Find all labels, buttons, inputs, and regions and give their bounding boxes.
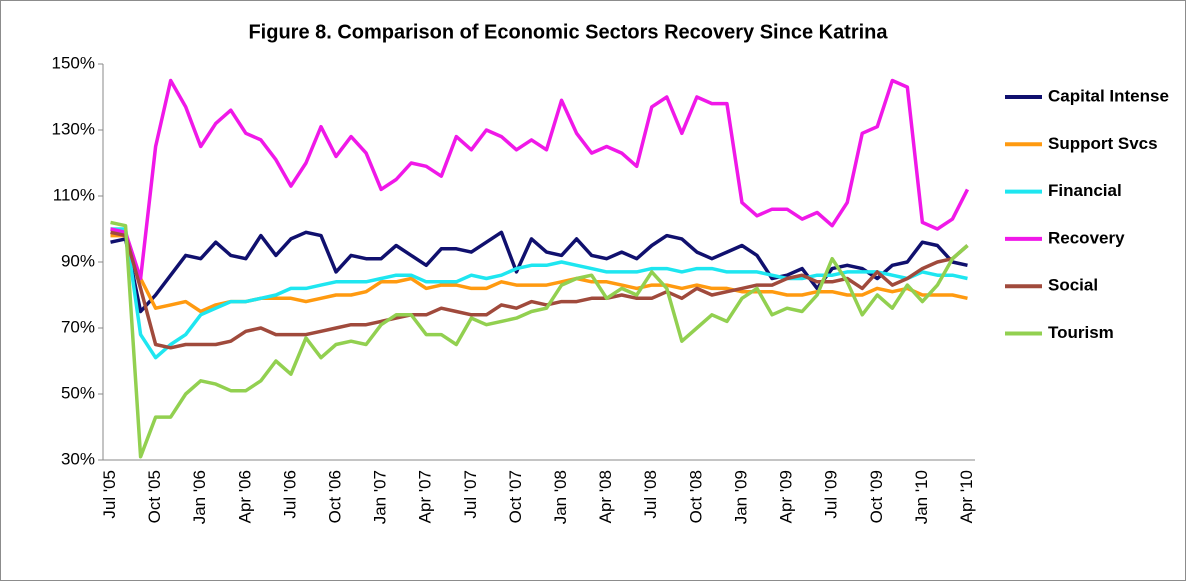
series-line bbox=[110, 220, 969, 459]
y-tick-label: 110% bbox=[53, 185, 95, 204]
x-tick-label: Apr '08 bbox=[596, 470, 615, 523]
x-tick-label: Jan '10 bbox=[912, 470, 931, 524]
x-tick-label: Jul '05 bbox=[100, 470, 119, 519]
x-tick-label: Jan '08 bbox=[551, 470, 570, 524]
x-tick-label: Oct '06 bbox=[326, 470, 345, 523]
chart-title: Figure 8. Comparison of Economic Sectors… bbox=[248, 21, 888, 43]
x-tick-label: Oct '08 bbox=[686, 470, 705, 523]
x-tick-label: Apr '07 bbox=[416, 470, 435, 523]
legend-label: Capital Intense bbox=[1048, 86, 1169, 105]
x-tick-label: Jul '06 bbox=[280, 470, 299, 519]
series-line bbox=[110, 78, 970, 281]
y-tick-label: 50% bbox=[61, 383, 95, 402]
x-tick-label: Jan '06 bbox=[190, 470, 209, 524]
x-tick-label: Jul '07 bbox=[461, 470, 480, 519]
x-tick-label: Oct '07 bbox=[506, 470, 525, 523]
legend-label: Financial bbox=[1048, 181, 1122, 200]
x-tick-label: Jul '09 bbox=[822, 470, 841, 519]
x-tick-label: Apr '10 bbox=[957, 470, 976, 523]
x-tick-label: Oct '05 bbox=[145, 470, 164, 523]
legend-label: Support Svcs bbox=[1048, 134, 1158, 153]
x-tick-label: Jul '08 bbox=[641, 470, 660, 519]
legend-label: Tourism bbox=[1048, 323, 1114, 342]
x-tick-label: Oct '09 bbox=[867, 470, 886, 523]
x-tick-label: Apr '06 bbox=[235, 470, 254, 523]
x-tick-label: Jan '09 bbox=[731, 470, 750, 524]
y-tick-label: 30% bbox=[61, 449, 95, 468]
y-tick-label: 70% bbox=[61, 317, 95, 336]
y-tick-label: 130% bbox=[52, 119, 95, 138]
x-tick-label: Jan '07 bbox=[371, 470, 390, 524]
y-tick-label: 90% bbox=[61, 251, 95, 270]
y-tick-label: 150% bbox=[52, 53, 95, 72]
series-line bbox=[110, 230, 969, 350]
x-tick-label: Apr '09 bbox=[777, 470, 796, 523]
legend-label: Recovery bbox=[1048, 228, 1125, 247]
legend-label: Social bbox=[1048, 276, 1098, 295]
